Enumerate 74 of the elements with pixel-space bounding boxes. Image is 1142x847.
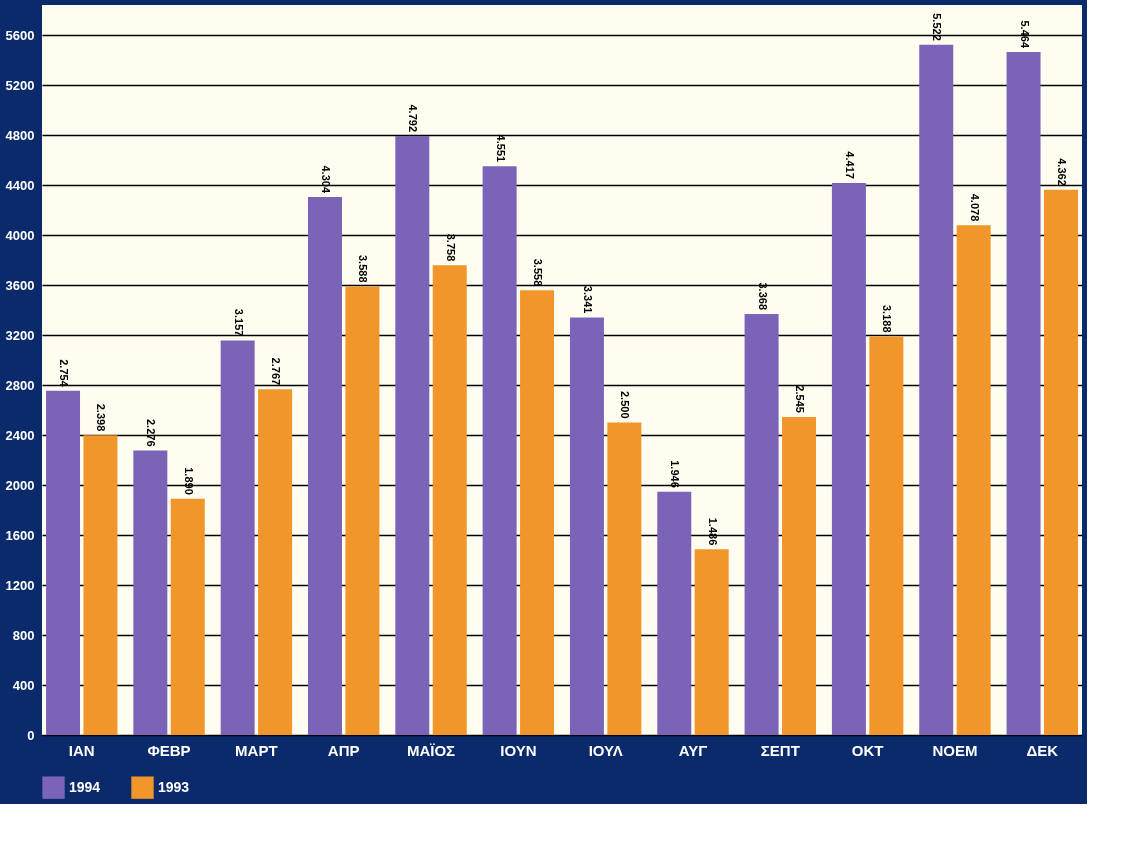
x-tick-label: ΜΑΪΟΣ: [406, 741, 456, 759]
x-tick-label: ΔΕΚ: [1026, 741, 1059, 759]
y-tick-label: 1200: [5, 577, 35, 593]
data-label: 4.362: [1055, 158, 1068, 186]
bar: [607, 422, 642, 735]
data-label: 2.276: [145, 418, 158, 447]
data-label: 4.417: [843, 151, 856, 179]
bar: [657, 491, 692, 735]
y-tick-label: 5600: [5, 27, 35, 43]
y-tick-label: 800: [12, 627, 35, 643]
x-tick-label: ΦΕΒΡ: [147, 741, 191, 759]
x-tick-label: ΑΥΓ: [678, 741, 708, 759]
y-tick-label: 3200: [5, 327, 35, 343]
bar: [919, 44, 954, 735]
data-label: 2.398: [95, 403, 108, 432]
data-label: 5.522: [931, 13, 944, 41]
bar: [432, 265, 467, 735]
bar: [345, 286, 380, 735]
y-tick-label: 2000: [5, 477, 35, 493]
y-tick-label: 3600: [5, 277, 35, 293]
bar: [83, 435, 118, 735]
x-tick-label: ΙΑΝ: [68, 741, 95, 759]
x-tick-label: ΙΟΥΝ: [500, 741, 537, 759]
data-label: 2.500: [619, 390, 632, 419]
bar: [520, 290, 555, 735]
bar: [482, 166, 517, 735]
data-label: 4.551: [494, 134, 507, 163]
bar: [133, 450, 168, 735]
y-tick-label: 2800: [5, 377, 35, 393]
y-tick-label: 4400: [5, 177, 35, 193]
y-tick-label: 4800: [5, 127, 35, 143]
data-label: 4.792: [407, 104, 420, 132]
bar: [1043, 189, 1078, 735]
data-label: 1.486: [706, 517, 719, 546]
bar: [46, 390, 81, 735]
data-label: 3.758: [444, 233, 457, 262]
data-label: 3.588: [357, 254, 370, 283]
x-tick-label: ΣΕΠΤ: [760, 741, 800, 759]
bar: [782, 416, 817, 735]
bar: [569, 317, 604, 735]
data-label: 3.341: [581, 285, 594, 314]
data-label: 3.188: [881, 304, 894, 333]
x-tick-label: ΑΠΡ: [327, 741, 360, 759]
bar: [170, 498, 205, 735]
y-tick-label: 5200: [5, 77, 35, 93]
bar: [744, 314, 779, 735]
bar: [694, 549, 729, 735]
data-label: 2.767: [270, 357, 283, 386]
x-tick-label: ΝΟΕΜ: [932, 741, 978, 759]
legend-label: 1994: [69, 778, 101, 795]
y-tick-label: 1600: [5, 527, 35, 543]
y-tick-label: 4000: [5, 227, 35, 243]
legend-label: 1993: [158, 778, 190, 795]
data-label: 3.368: [756, 282, 769, 310]
x-tick-label: ΜΑΡΤ: [235, 741, 278, 759]
bar: [395, 136, 430, 735]
data-label: 3.157: [232, 308, 245, 337]
data-label: 1.890: [182, 467, 195, 495]
y-tick-label: 2400: [5, 427, 35, 443]
bar: [258, 389, 293, 735]
x-tick-label: ΟΚΤ: [851, 741, 884, 759]
y-tick-label: 0: [27, 727, 35, 743]
bar: [307, 197, 342, 735]
data-label: 2.545: [794, 385, 807, 413]
bar: [869, 336, 904, 735]
bar: [220, 340, 255, 735]
y-tick-label: 400: [12, 677, 35, 693]
bar: [1006, 52, 1041, 735]
bar: [831, 182, 866, 735]
x-tick-label: ΙΟΥΛ: [588, 741, 623, 759]
bar: [956, 225, 991, 735]
data-label: 1.946: [669, 460, 682, 488]
data-label: 5.464: [1018, 20, 1031, 49]
data-label: 4.078: [968, 193, 981, 222]
